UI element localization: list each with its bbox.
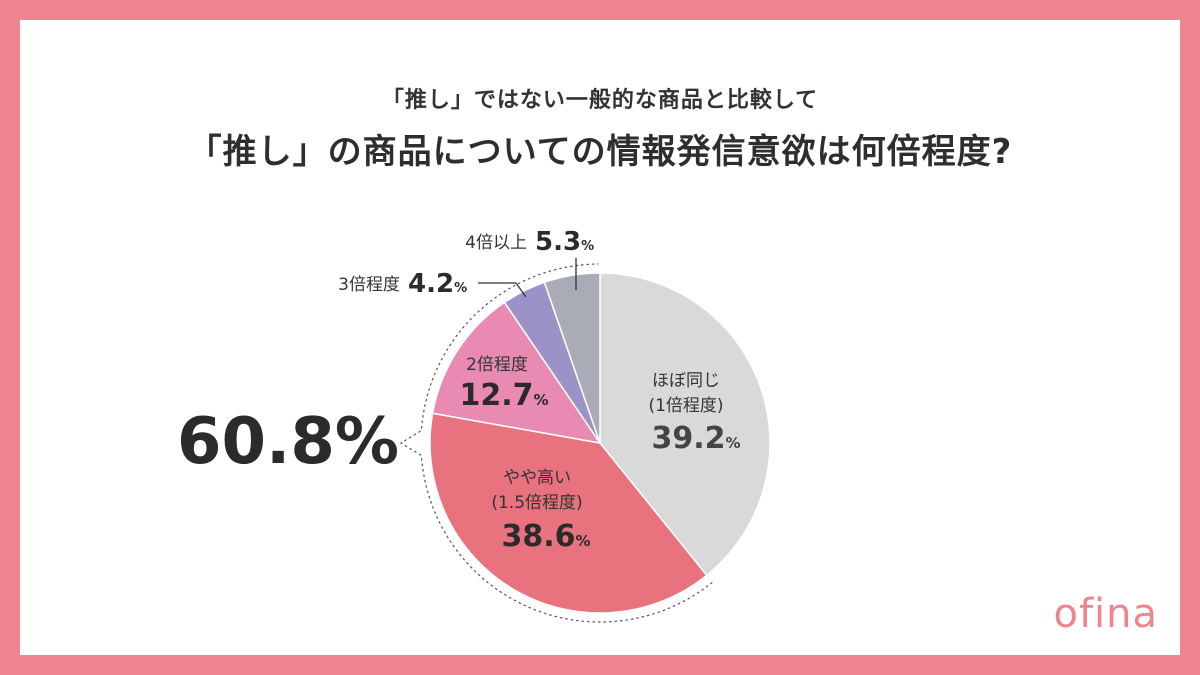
- slice-1-value: 39.2%: [651, 421, 740, 456]
- chart-subtitle: 「推し」ではない一般的な商品と比較して: [381, 88, 819, 113]
- callout-value: 60.8%: [177, 405, 399, 479]
- slice-5-value: 5.3%: [535, 227, 594, 257]
- slice-1-sublabel: (1倍程度): [648, 396, 723, 416]
- slice-4-value: 4.2%: [408, 269, 467, 299]
- pie-slice-1: [599, 272, 771, 577]
- slice-3-value: 12.7%: [459, 378, 548, 413]
- pie-slice-3: [431, 301, 602, 445]
- callout-outline: [399, 263, 713, 623]
- slice-2-label: やや高い: [503, 468, 571, 488]
- slice-2-sublabel: (1.5倍程度): [491, 493, 582, 513]
- ofina-logo: ofina: [1053, 591, 1158, 637]
- slice-3-label: 2倍程度: [466, 355, 528, 375]
- slice-4-label: 3倍程度: [338, 275, 400, 295]
- chart-title: 「推し」の商品についての情報発信意欲は何倍程度?: [187, 132, 1013, 172]
- pie-slice-5: [543, 272, 601, 444]
- slice-1-label: ほぼ同じ: [652, 371, 720, 391]
- slice-4-leader: [478, 282, 527, 298]
- pie-slice-2: [429, 412, 708, 614]
- slice-2-value: 38.6%: [501, 519, 590, 554]
- slice-5-label: 4倍以上: [465, 233, 527, 253]
